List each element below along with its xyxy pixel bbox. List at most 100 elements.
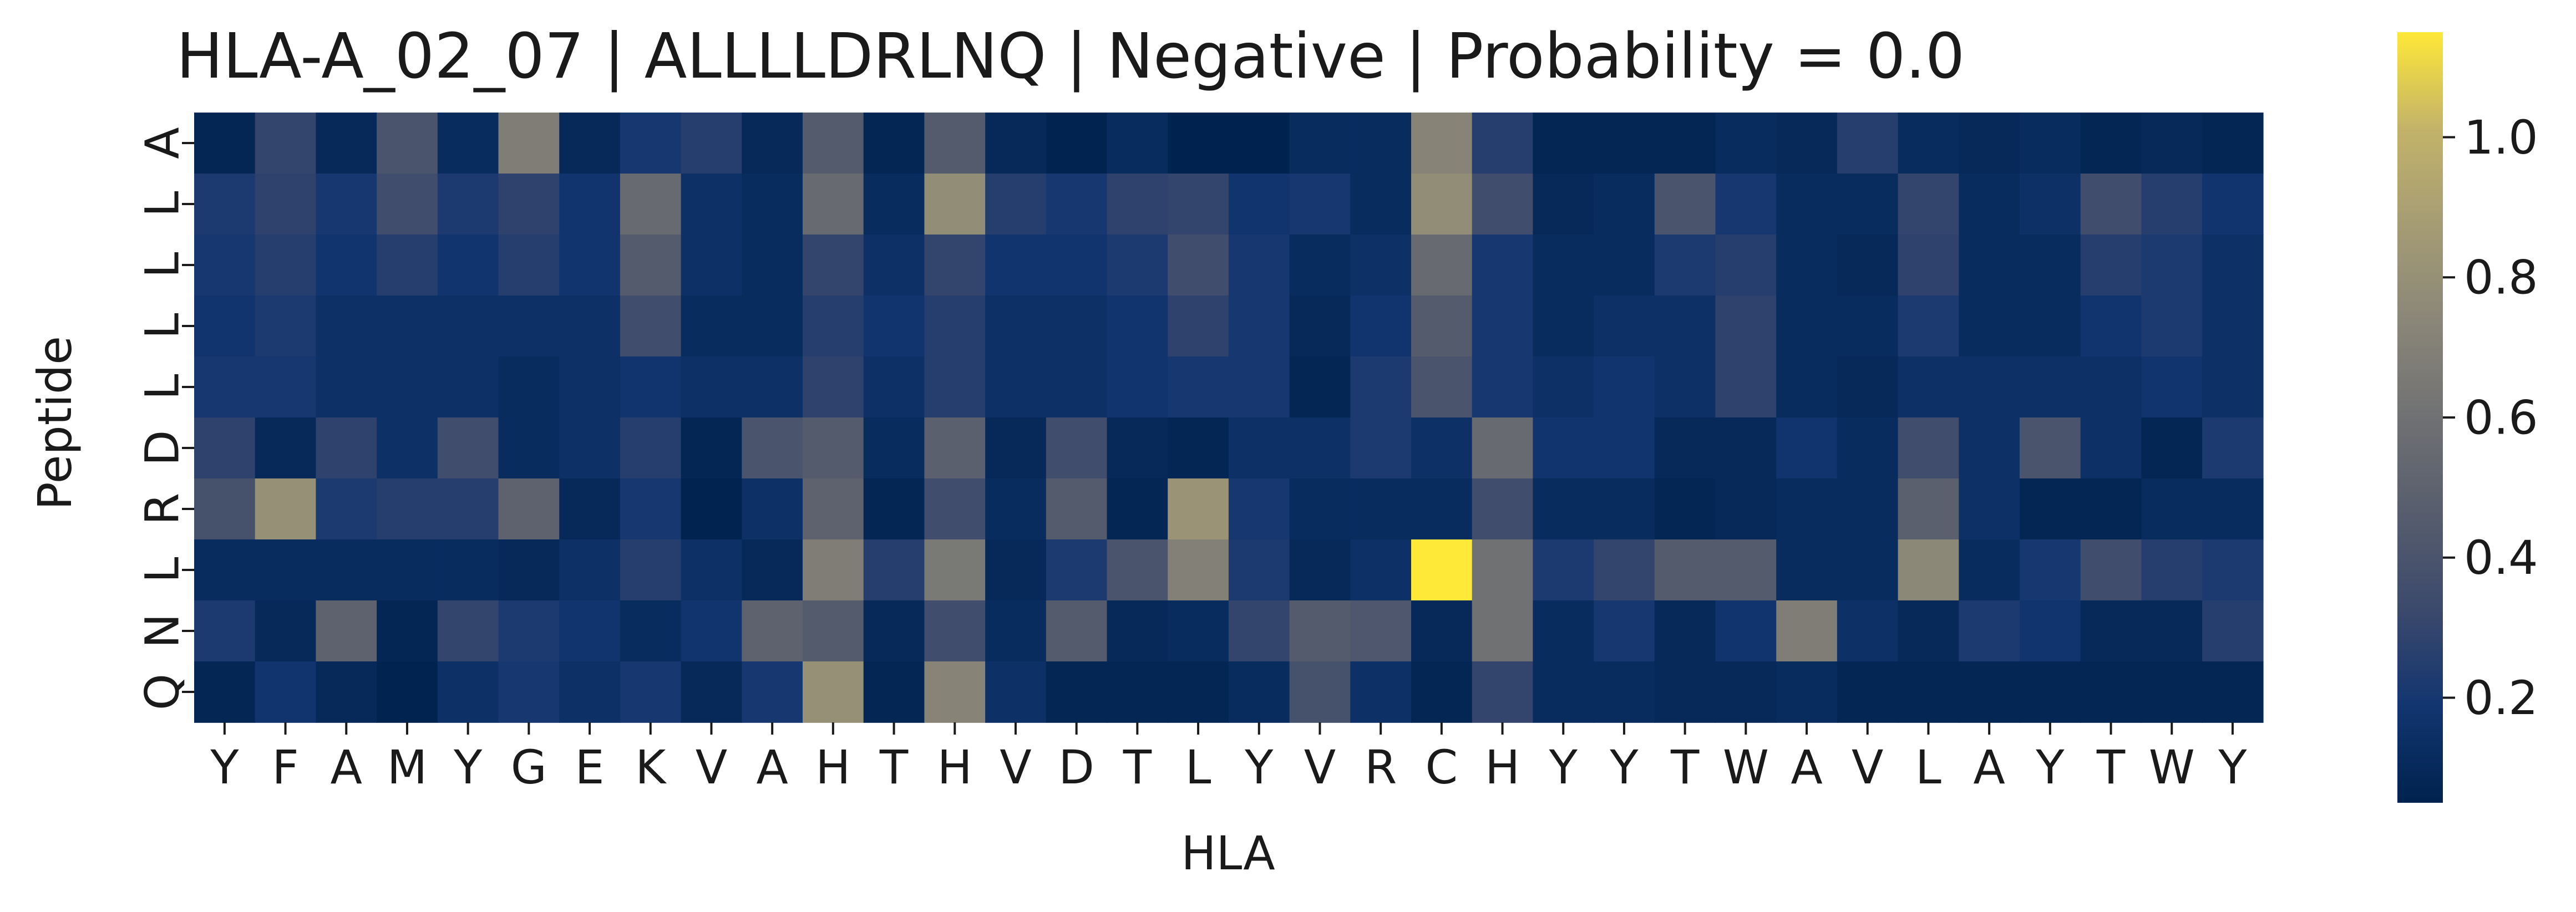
heatmap-cell: [1959, 356, 2020, 418]
heatmap-cell: [498, 661, 560, 723]
heatmap-cell: [924, 661, 986, 723]
x-tick-label: H: [937, 740, 972, 794]
heatmap-cell: [620, 539, 682, 601]
heatmap-cell: [1168, 478, 1229, 540]
heatmap-cell: [1046, 113, 1108, 174]
heatmap-cell: [194, 235, 256, 296]
x-tick-label: Y: [2035, 740, 2065, 794]
y-tick-label: N: [135, 614, 189, 649]
colorbar-tick-label: 0.2: [2464, 671, 2538, 725]
heatmap-cell: [377, 478, 438, 540]
heatmap-cell: [194, 356, 256, 418]
heatmap-cell: [1898, 539, 1960, 601]
heatmap-cell: [437, 295, 499, 357]
heatmap-cell: [924, 478, 986, 540]
heatmap-cell: [437, 661, 499, 723]
heatmap-cell: [498, 478, 560, 540]
heatmap-cell: [559, 356, 621, 418]
heatmap-cell: [316, 113, 377, 174]
heatmap-cell: [863, 661, 925, 723]
heatmap-cell: [863, 600, 925, 662]
heatmap-cell: [1594, 295, 1655, 357]
heatmap-cell: [1898, 113, 1960, 174]
x-tick-label: A: [1973, 740, 2005, 794]
heatmap-cell: [742, 478, 803, 540]
heatmap-cell: [1715, 356, 1777, 418]
heatmap-cell: [1168, 539, 1229, 601]
heatmap-cell: [1411, 174, 1473, 235]
heatmap-cell: [2202, 174, 2264, 235]
heatmap-cell: [1168, 295, 1229, 357]
heatmap-cell: [1654, 478, 1716, 540]
x-tick-label: Y: [453, 740, 483, 794]
heatmap-cell: [1411, 235, 1473, 296]
heatmap-cell: [2080, 356, 2142, 418]
heatmap-cell: [2080, 113, 2142, 174]
heatmap-cell: [1411, 539, 1473, 601]
heatmap-cell: [1168, 356, 1229, 418]
heatmap-cell: [1594, 600, 1655, 662]
heatmap-cell: [863, 235, 925, 296]
heatmap-cell: [681, 174, 743, 235]
x-tick-label: V: [1852, 740, 1883, 794]
heatmap-cell: [1776, 478, 1838, 540]
heatmap-cell: [1959, 539, 2020, 601]
heatmap-cell: [1046, 356, 1108, 418]
heatmap-cell: [620, 356, 682, 418]
x-tick-label: L: [1185, 740, 1211, 794]
heatmap-cell: [1411, 478, 1473, 540]
heatmap-cell: [803, 478, 864, 540]
heatmap-cell: [620, 478, 682, 540]
heatmap-cell: [1107, 539, 1168, 601]
heatmap-cell: [1350, 661, 1412, 723]
heatmap-cell: [681, 478, 743, 540]
y-tick-label: L: [135, 374, 189, 400]
heatmap-cell: [2141, 539, 2203, 601]
heatmap-cell: [1289, 295, 1351, 357]
heatmap-cell: [1898, 174, 1960, 235]
y-tick-label: L: [135, 191, 189, 217]
heatmap-cell: [1472, 661, 1534, 723]
heatmap-cell: [316, 600, 377, 662]
heatmap-cell: [377, 113, 438, 174]
heatmap-cell: [1168, 235, 1229, 296]
heatmap-cell: [1533, 417, 1594, 479]
heatmap-cell: [2202, 235, 2264, 296]
heatmap-cell: [742, 174, 803, 235]
heatmap-cell: [559, 295, 621, 357]
heatmap-cell: [1472, 600, 1534, 662]
heatmap-cell: [1898, 600, 1960, 662]
heatmap-cell: [620, 600, 682, 662]
x-tick-label: Y: [2218, 740, 2247, 794]
heatmap-cell: [1654, 539, 1716, 601]
heatmap-cell: [803, 661, 864, 723]
heatmap-cell: [1837, 600, 1899, 662]
heatmap-cell: [1776, 417, 1838, 479]
heatmap-cell: [1533, 235, 1594, 296]
heatmap-cell: [255, 661, 317, 723]
heatmap-cell: [1533, 478, 1594, 540]
heatmap-cell: [1776, 235, 1838, 296]
heatmap-cell: [1472, 113, 1534, 174]
heatmap-cell: [316, 417, 377, 479]
heatmap-cell: [742, 600, 803, 662]
x-tick-label: A: [331, 740, 362, 794]
heatmap-cell: [2020, 295, 2081, 357]
heatmap-cell: [1228, 235, 1290, 296]
heatmap-cell: [1046, 600, 1108, 662]
heatmap-cell: [2080, 661, 2142, 723]
y-axis-label: Peptide: [28, 336, 82, 510]
heatmap-cell: [2141, 661, 2203, 723]
heatmap-cell: [1411, 295, 1473, 357]
x-tick-label: T: [2096, 740, 2126, 794]
heatmap-cell: [194, 174, 256, 235]
heatmap-cell: [559, 113, 621, 174]
heatmap-cell: [255, 235, 317, 296]
heatmap-cell: [1289, 235, 1351, 296]
heatmap-cell: [742, 661, 803, 723]
heatmap-cell: [1776, 174, 1838, 235]
heatmap-cell: [2141, 235, 2203, 296]
heatmap-cell: [1289, 661, 1351, 723]
heatmap-cell: [1168, 113, 1229, 174]
